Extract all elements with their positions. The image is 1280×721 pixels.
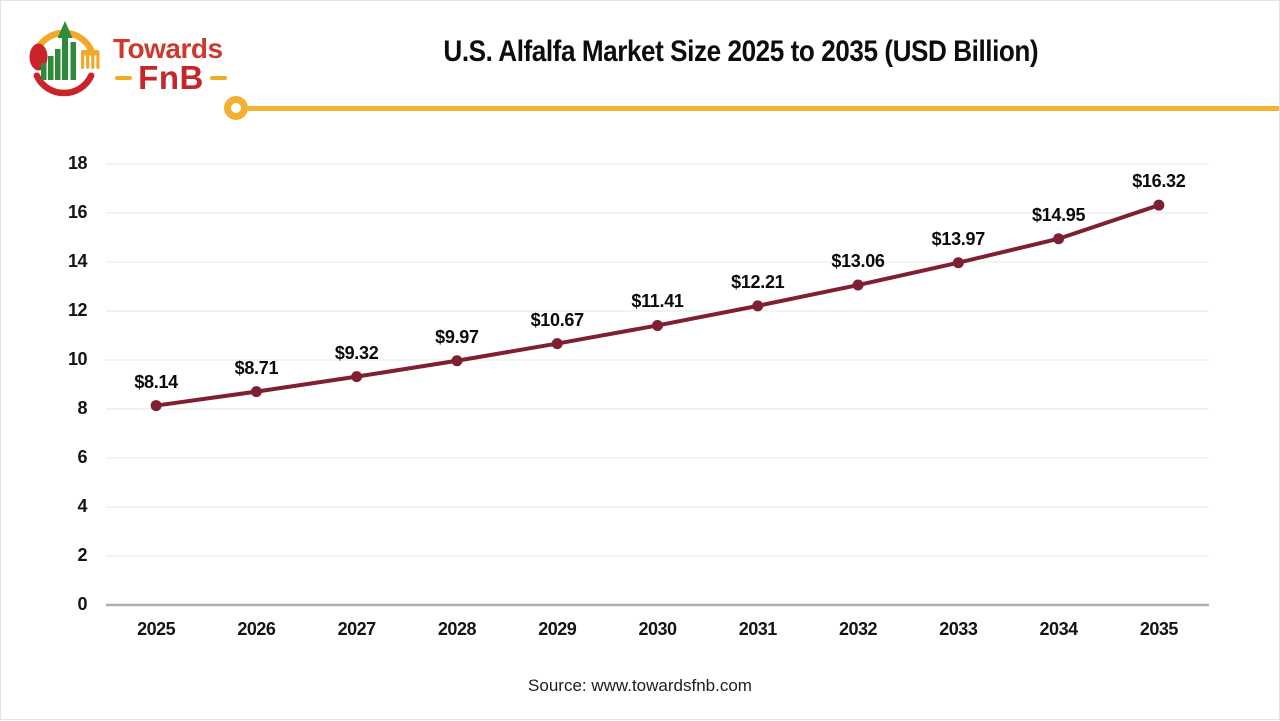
gridlines <box>106 163 1209 607</box>
y-tick-label: 6 <box>77 447 87 467</box>
data-point-marker <box>551 338 563 350</box>
x-tick-label: 2029 <box>538 619 577 639</box>
towardsfnb-emblem-icon <box>29 21 100 97</box>
data-point-label: $13.06 <box>831 251 885 272</box>
x-tick-label: 2031 <box>738 619 778 639</box>
y-tick-label: 2 <box>77 545 87 565</box>
fork-icon <box>81 50 100 69</box>
data-point-label: $11.41 <box>631 291 684 312</box>
market-size-series <box>150 199 1165 412</box>
x-tick-label: 2033 <box>939 619 978 639</box>
divider-ring-icon <box>224 96 248 120</box>
data-point-label: $10.67 <box>530 309 585 330</box>
y-tick-label: 18 <box>67 153 88 173</box>
y-tick-label: 10 <box>67 349 88 369</box>
growth-bars-icon <box>41 21 76 80</box>
data-point-marker <box>1053 233 1065 245</box>
accent-divider <box>248 106 1279 111</box>
y-tick-label: 14 <box>67 251 88 271</box>
source-note: Source: www.towardsfnb.com <box>528 676 752 695</box>
data-point-marker <box>451 355 463 367</box>
data-point-label: $16.32 <box>1132 171 1186 192</box>
towardsfnb-logo: Towards FnB <box>19 9 229 101</box>
data-point-marker <box>852 279 864 291</box>
data-point-label: $14.95 <box>1031 204 1086 225</box>
y-tick-label: 0 <box>77 594 87 614</box>
x-tick-label: 2028 <box>437 619 477 639</box>
chart-title: U.S. Alfalfa Market Size 2025 to 2035 (U… <box>443 35 1039 68</box>
page-title-wrap: U.S. Alfalfa Market Size 2025 to 2035 (U… <box>201 35 1280 69</box>
x-tick-label: 2027 <box>337 619 377 639</box>
x-tick-label: 2025 <box>137 619 176 639</box>
y-tick-label: 16 <box>67 202 88 222</box>
data-point-marker <box>150 400 162 412</box>
logo-fnb-row: FnB <box>107 61 235 94</box>
y-tick-label: 12 <box>67 300 88 320</box>
data-point-marker <box>250 386 262 398</box>
x-tick-label: 2035 <box>1139 619 1179 639</box>
data-point-marker <box>351 371 363 383</box>
data-point-label: $8.71 <box>234 357 279 378</box>
x-tick-label: 2032 <box>839 619 878 639</box>
data-point-marker <box>652 319 663 331</box>
y-tick-label: 8 <box>77 398 87 418</box>
data-point-marker <box>952 257 964 269</box>
yellow-dash-icon <box>115 75 133 80</box>
x-tick-label: 2034 <box>1039 619 1079 639</box>
logo-fnb-text: FnB <box>138 59 204 96</box>
data-point-marker <box>752 300 764 312</box>
y-tick-label: 4 <box>77 496 87 516</box>
data-point-label: $9.32 <box>334 342 379 363</box>
yellow-dash-icon <box>209 75 227 80</box>
data-point-label: $13.97 <box>931 228 986 249</box>
logo-towards-text: Towards <box>113 33 223 64</box>
data-point-label: $8.14 <box>134 371 178 392</box>
x-tick-label: 2026 <box>237 619 276 639</box>
x-tick-label: 2030 <box>638 619 677 639</box>
data-point-label: $9.97 <box>435 326 479 347</box>
data-point-marker <box>1153 199 1165 211</box>
spoon-handle-arc <box>33 72 95 97</box>
data-point-label: $12.21 <box>731 271 785 292</box>
